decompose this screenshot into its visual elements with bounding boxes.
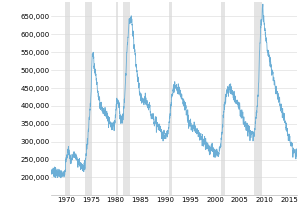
- Bar: [116, 2, 118, 195]
- Bar: [169, 2, 172, 195]
- Bar: [65, 2, 70, 195]
- Bar: [85, 2, 92, 195]
- Bar: [254, 2, 262, 195]
- Bar: [221, 2, 224, 195]
- Bar: [123, 2, 130, 195]
